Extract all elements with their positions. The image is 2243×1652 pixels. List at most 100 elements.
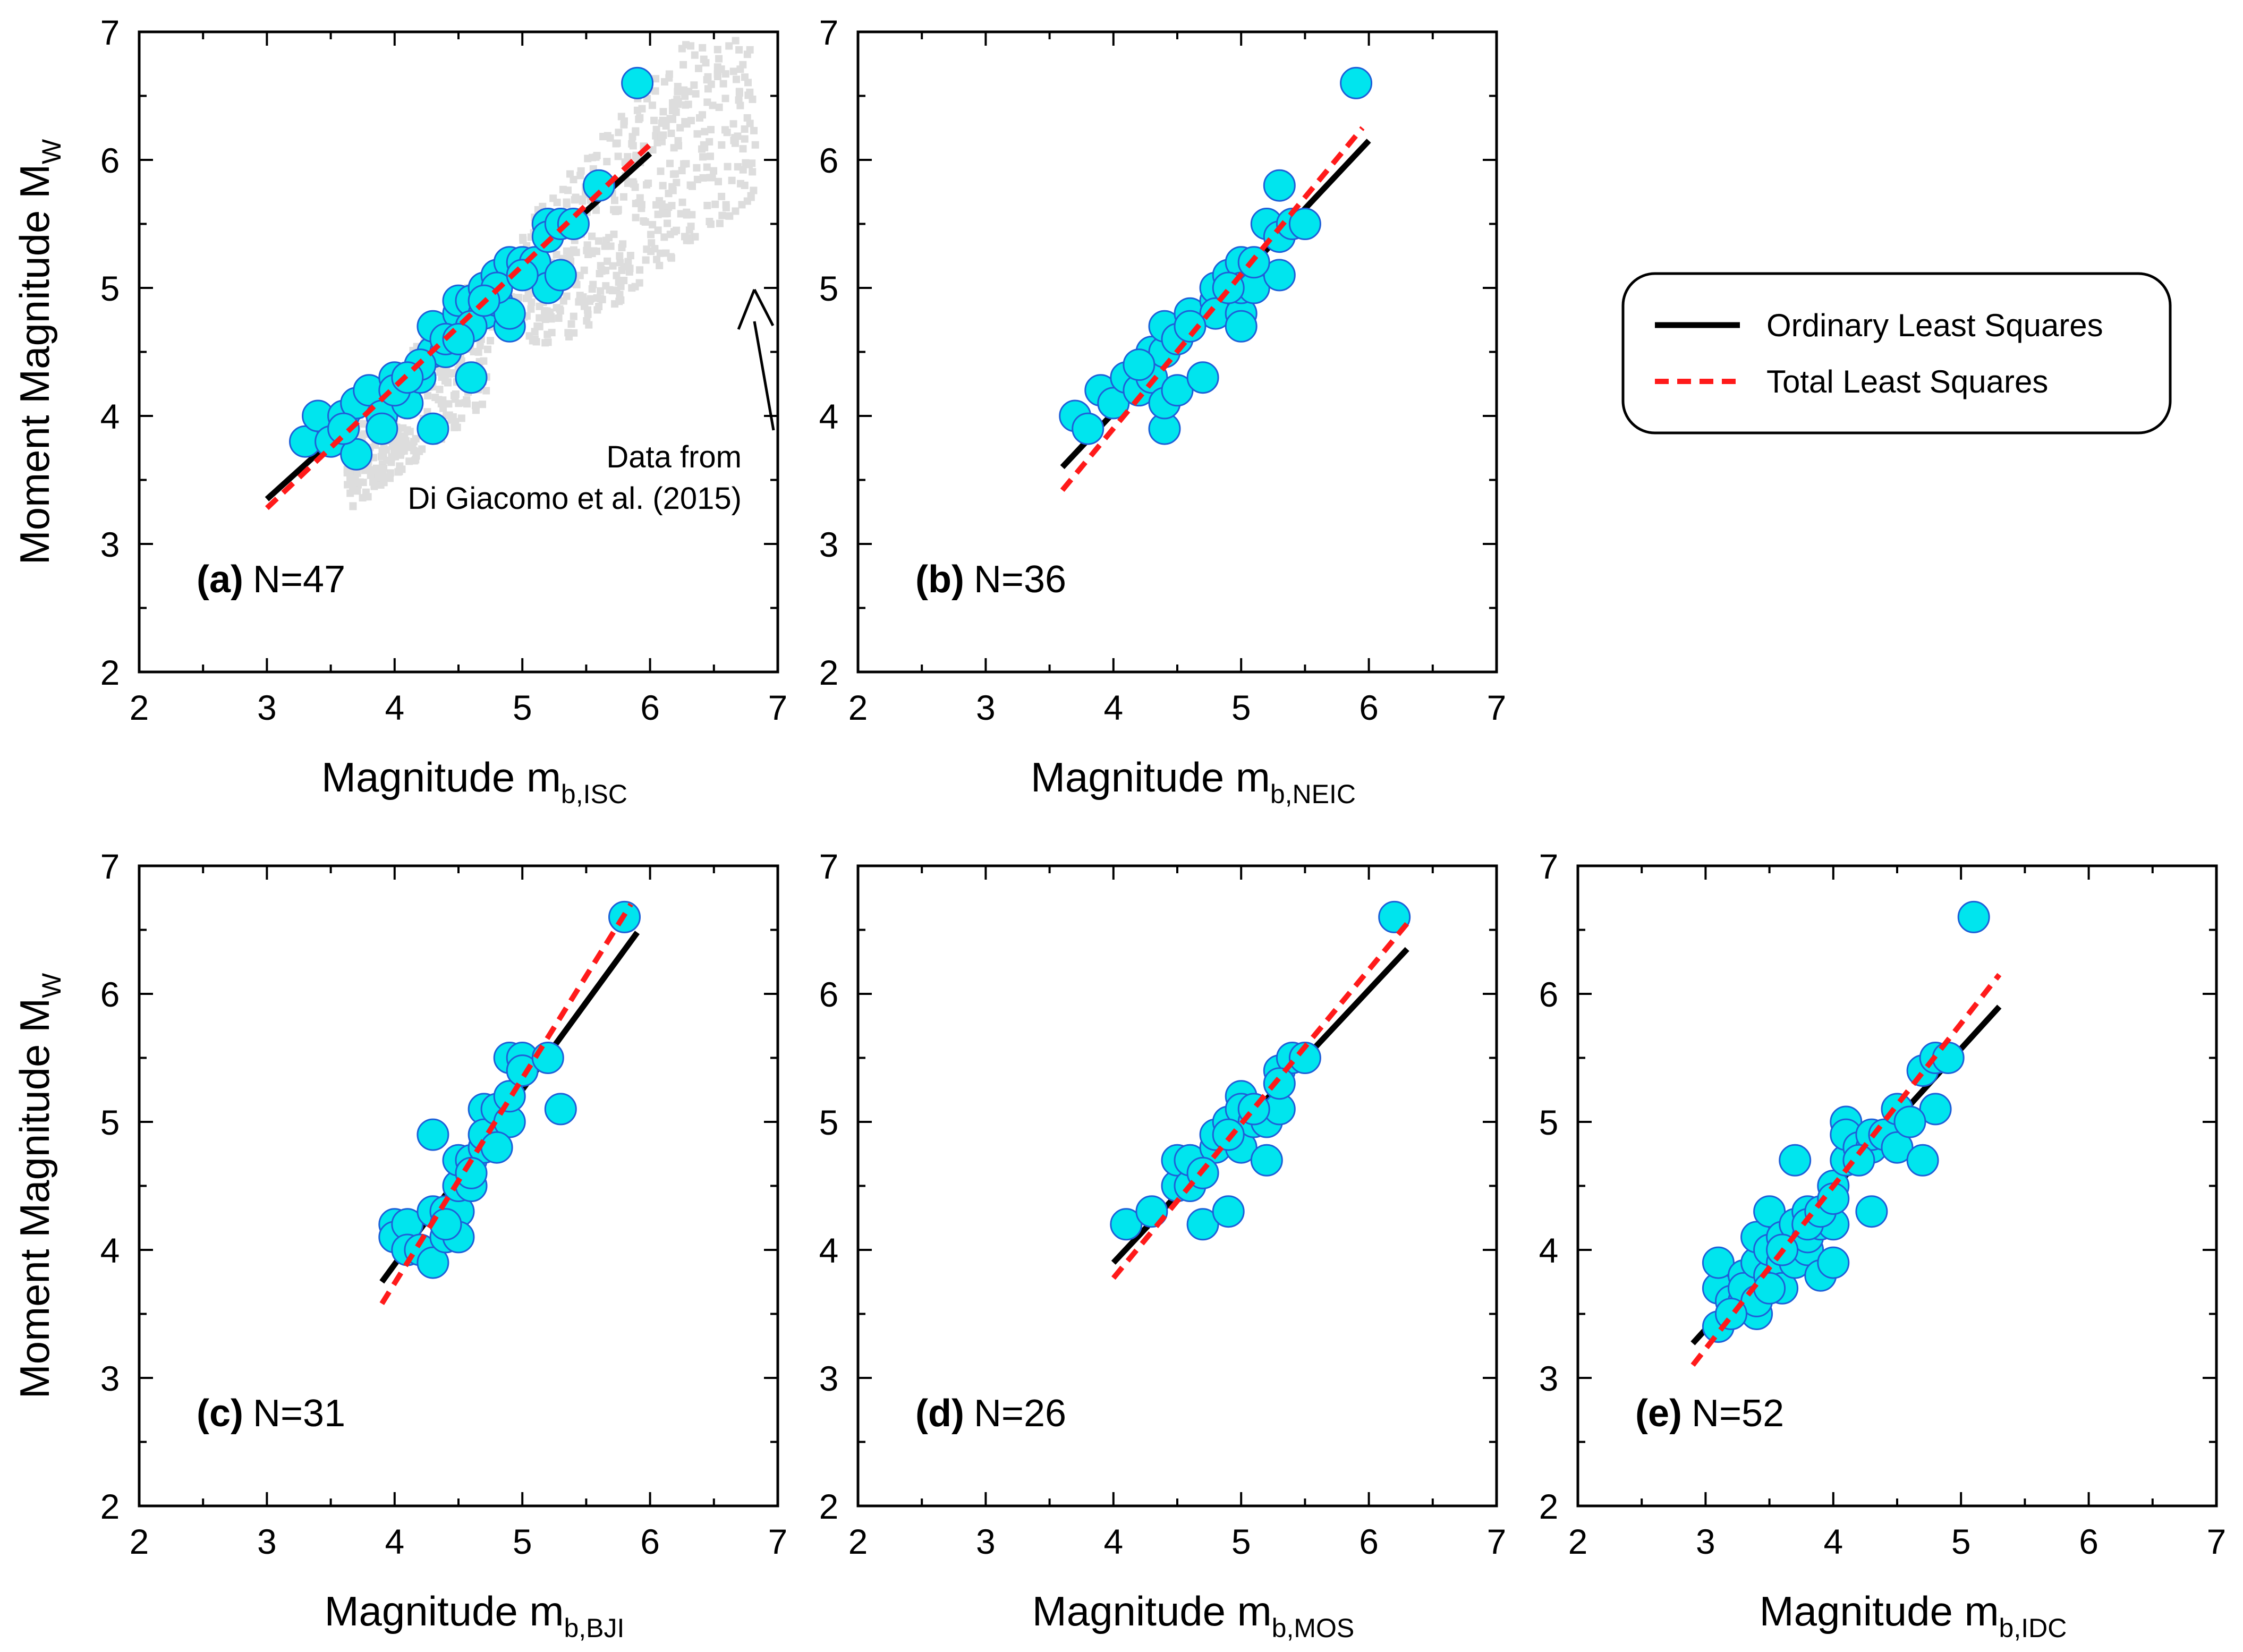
x-tick-label: 4 xyxy=(385,688,404,727)
background-data-cell xyxy=(651,87,659,95)
background-data-cell xyxy=(707,220,715,228)
x-tick-label: 7 xyxy=(1487,688,1507,727)
y-tick-label: 6 xyxy=(100,141,120,180)
background-data-cell xyxy=(701,143,709,151)
background-data-cell xyxy=(592,206,600,214)
data-point xyxy=(506,259,539,292)
background-data-cell xyxy=(691,51,699,59)
x-axis-label-sub: b,ISC xyxy=(561,779,627,809)
panel-label: (c) N=31 xyxy=(197,1392,345,1435)
background-data-cell xyxy=(563,198,571,206)
tls-fit-line xyxy=(1060,126,1365,492)
background-data-cell xyxy=(704,85,712,93)
background-data-cell xyxy=(721,95,729,103)
background-data-cell xyxy=(607,242,615,250)
background-data-cell xyxy=(707,126,715,134)
background-data-cell xyxy=(606,134,614,142)
background-data-cell xyxy=(749,168,757,176)
background-data-cell xyxy=(714,67,722,75)
background-data-cell xyxy=(678,198,686,206)
data-point xyxy=(1110,1208,1143,1241)
background-data-cell xyxy=(603,158,611,166)
background-data-cell xyxy=(541,316,549,323)
x-axis-label-main: Magnitude m xyxy=(1032,1588,1272,1634)
x-axis-label-main: Magnitude m xyxy=(325,1588,564,1634)
x-tick-label: 2 xyxy=(130,688,149,727)
background-data-cell xyxy=(610,206,618,214)
background-data-cell xyxy=(726,212,734,220)
data-point xyxy=(1174,310,1207,343)
data-point xyxy=(1123,348,1156,381)
background-data-cell xyxy=(735,46,743,54)
data-point xyxy=(1288,208,1321,240)
panel-label: (b) N=36 xyxy=(915,558,1066,601)
x-tick-label: 7 xyxy=(768,688,788,727)
background-data-cell xyxy=(715,55,723,63)
background-data-cell xyxy=(741,125,749,133)
background-data-cell xyxy=(364,493,372,501)
background-data-cell xyxy=(547,315,555,323)
background-data-cell xyxy=(711,200,719,208)
background-data-cell xyxy=(718,211,726,219)
background-data-cell xyxy=(593,294,601,302)
background-data-cell xyxy=(487,337,494,345)
background-data-cell xyxy=(735,89,743,97)
background-data-cell xyxy=(744,79,752,87)
background-data-cell xyxy=(716,219,724,227)
background-data-cell xyxy=(703,163,711,171)
background-data-cell xyxy=(660,233,668,241)
x-axis-label: Magnitude mb,ISC xyxy=(321,754,627,809)
x-tick-label: 7 xyxy=(768,1522,788,1561)
background-data-cell xyxy=(453,423,461,431)
background-data-cell xyxy=(410,438,418,446)
y-tick-label: 4 xyxy=(1539,1231,1559,1270)
background-data-cell xyxy=(615,129,623,137)
background-data-cell xyxy=(643,245,651,253)
background-data-cell xyxy=(722,203,730,211)
x-tick-label: 5 xyxy=(1231,1522,1251,1561)
background-data-cell xyxy=(620,193,627,201)
background-data-cell xyxy=(699,44,707,52)
background-data-cell xyxy=(553,304,560,312)
background-data-cell xyxy=(746,120,754,127)
y-axis-label: Moment Magnitude MW xyxy=(11,139,66,565)
background-data-cell xyxy=(461,399,469,407)
data-point xyxy=(1817,1246,1850,1279)
background-data-cell xyxy=(452,390,460,398)
background-data-cell xyxy=(447,416,455,424)
x-axis-label-sub: b,NEIC xyxy=(1270,779,1356,809)
panel-3: 2 3 4 5 6 7 2 3 4 5 6 7 Magnitude mb,BJI Moment Magni… xyxy=(11,847,787,1643)
data-point xyxy=(1186,1208,1219,1241)
panel-label: (e) N=52 xyxy=(1635,1392,1784,1435)
y-tick-label: 5 xyxy=(819,269,839,308)
background-data-cell xyxy=(667,130,675,137)
y-tick-label: 6 xyxy=(1539,975,1559,1014)
data-point xyxy=(327,412,360,445)
data-point xyxy=(1779,1144,1812,1177)
background-data-cell xyxy=(739,61,747,69)
background-data-cell xyxy=(536,302,543,310)
background-data-cell xyxy=(656,261,664,269)
background-data-cell xyxy=(677,210,685,218)
background-data-cell xyxy=(715,177,722,185)
x-axis-label: Magnitude mb,BJI xyxy=(325,1588,625,1643)
data-point xyxy=(455,1156,488,1189)
background-data-cell xyxy=(439,396,447,404)
x-tick-label: 4 xyxy=(1103,1522,1123,1561)
x-tick-label: 5 xyxy=(513,688,532,727)
background-data-cell xyxy=(599,133,607,141)
y-tick-label: 4 xyxy=(100,1231,120,1270)
x-tick-label: 4 xyxy=(1103,688,1123,727)
background-data-cell xyxy=(702,59,710,67)
background-data-cell xyxy=(571,196,579,204)
background-data-cell xyxy=(739,166,747,174)
background-data-cell xyxy=(658,119,666,127)
background-data-cell xyxy=(567,320,575,328)
data-point xyxy=(544,259,577,292)
background-data-cell xyxy=(729,67,737,75)
background-data-cell xyxy=(613,271,621,279)
x-tick-label: 6 xyxy=(640,688,660,727)
data-point xyxy=(1161,374,1194,407)
background-data-cell xyxy=(715,104,723,111)
